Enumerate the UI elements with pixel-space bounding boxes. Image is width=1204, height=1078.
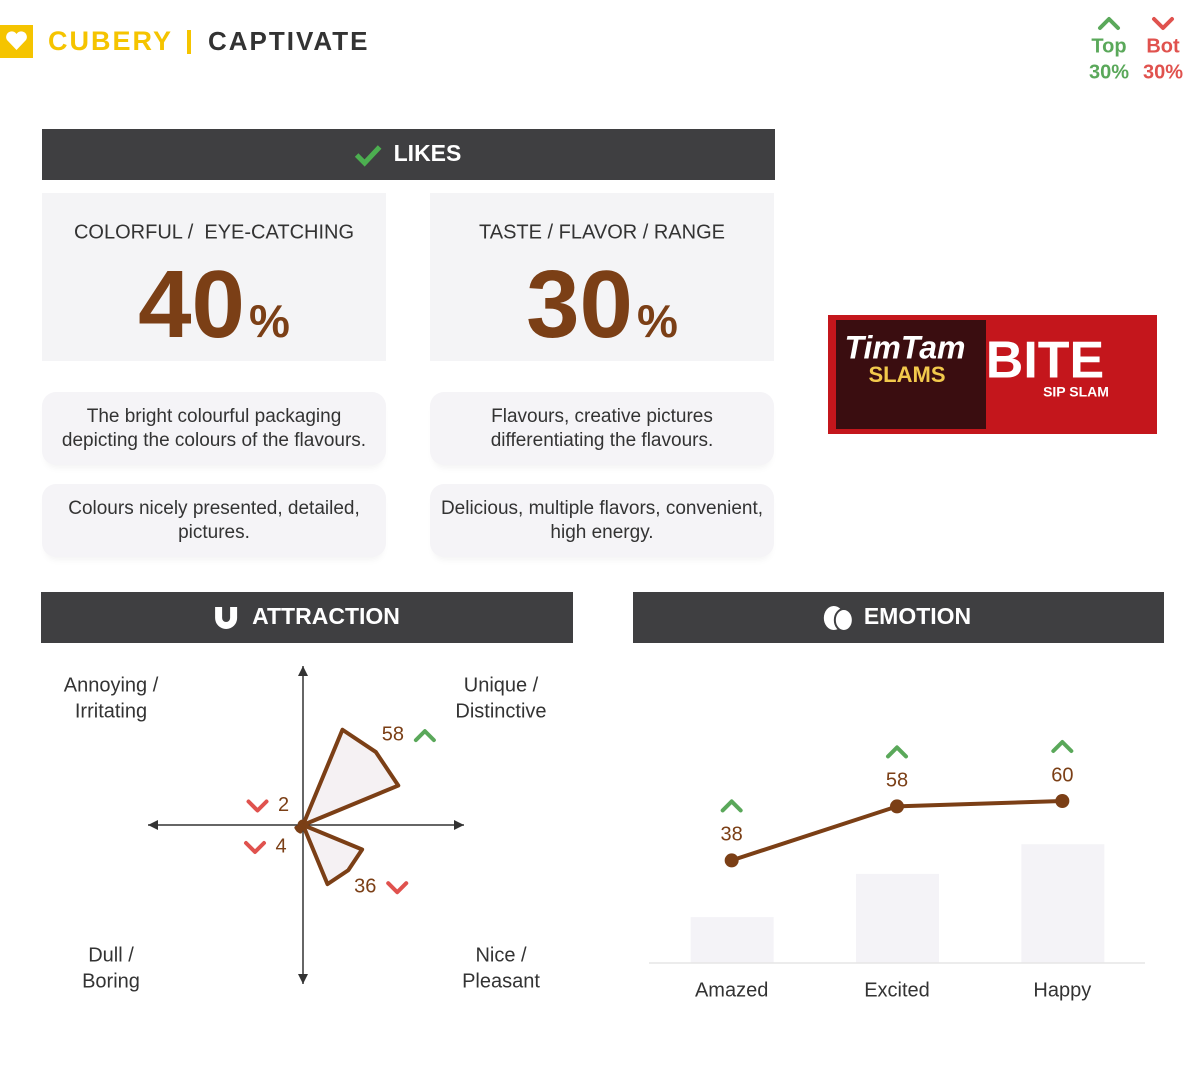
direction-arrow (413, 729, 436, 743)
card (42, 193, 386, 361)
card-value: 30% (526, 251, 678, 358)
comment: The bright colourful packaging depicting… (42, 392, 386, 465)
direction-arrow (886, 745, 908, 759)
direction-arrow (386, 881, 409, 895)
axis-arrow (298, 666, 308, 676)
direction-arrow (720, 799, 743, 813)
background-bar (856, 873, 939, 963)
value-unit: % (249, 295, 290, 347)
legend-value: 30% (1143, 61, 1183, 83)
value-label: 58 (886, 770, 908, 792)
section-header (41, 592, 573, 643)
comment: Colours nicely presented, detailed, pict… (42, 484, 386, 557)
section-title: LIKES (394, 140, 462, 166)
attraction-wedge (301, 823, 365, 887)
card (430, 193, 774, 361)
quadrant-label: Distinctive (455, 700, 546, 722)
comment: Delicious, multiple flavors, convenient,… (430, 484, 774, 557)
card-value: 40% (138, 251, 290, 358)
mask-icon (833, 608, 854, 632)
axis-arrow (298, 974, 308, 984)
value-unit: % (637, 295, 678, 347)
emotion-point (1055, 794, 1070, 808)
x-tick-label: Excited (864, 979, 930, 1001)
value-label: 4 (275, 835, 286, 857)
direction-arrow (244, 840, 267, 854)
comment: Flavours, creative pictures differentiat… (430, 392, 774, 465)
direction-arrow (1098, 17, 1120, 30)
quadrant-label: Annoying / (64, 674, 159, 696)
magnet-icon (215, 607, 238, 629)
check-icon (354, 145, 382, 167)
value-label: 58 (382, 723, 404, 745)
x-tick-label: Amazed (695, 979, 768, 1001)
quadrant-label: Irritating (75, 700, 147, 722)
card-title: TASTE / FLAVOR / RANGE (479, 221, 725, 243)
background-bar (690, 917, 774, 963)
brand: CUBERY (48, 26, 173, 56)
value-label: 60 (1051, 764, 1073, 786)
logo-heart (6, 31, 27, 50)
brand-divider (187, 30, 191, 54)
product-name: BITE (986, 332, 1104, 390)
section-header (633, 592, 1164, 643)
direction-arrow (246, 799, 269, 813)
axis-arrow (454, 820, 464, 830)
attraction-wedge (301, 727, 401, 827)
direction-arrow (1152, 17, 1174, 30)
attraction-wedge (294, 823, 305, 834)
card-title: COLORFUL / EYE-CATCHING (74, 221, 354, 243)
legend-label: Top (1091, 35, 1126, 57)
product-panel (836, 320, 986, 429)
quadrant-label: Boring (82, 970, 140, 992)
emotion-point (890, 799, 904, 814)
section-title: EMOTION (864, 603, 971, 629)
value-label: 2 (278, 794, 289, 816)
value-number: 30 (526, 251, 633, 358)
quadrant-label: Nice / (475, 944, 527, 966)
legend-label: Bot (1146, 35, 1180, 57)
direction-arrow (1051, 740, 1074, 753)
section-title: ATTRACTION (252, 603, 400, 629)
value-label: 36 (354, 876, 376, 898)
value-number: 40 (138, 251, 245, 358)
legend-value: 30% (1089, 61, 1129, 83)
product-line: SLAMS (869, 362, 946, 387)
section-header (42, 129, 775, 180)
emotion-point (724, 853, 739, 868)
value-label: 38 (721, 824, 743, 846)
quadrant-label: Dull / (88, 944, 134, 966)
quadrant-label: Pleasant (462, 970, 540, 992)
page-title: CAPTIVATE (208, 26, 369, 56)
x-tick-label: Happy (1033, 979, 1091, 1001)
quadrant-label: Unique / (464, 674, 539, 696)
product-sub: SIP SLAM (1043, 384, 1109, 400)
product-brand: TimTam (845, 329, 966, 365)
background-bar (1021, 844, 1105, 963)
axis-arrow (148, 820, 158, 830)
